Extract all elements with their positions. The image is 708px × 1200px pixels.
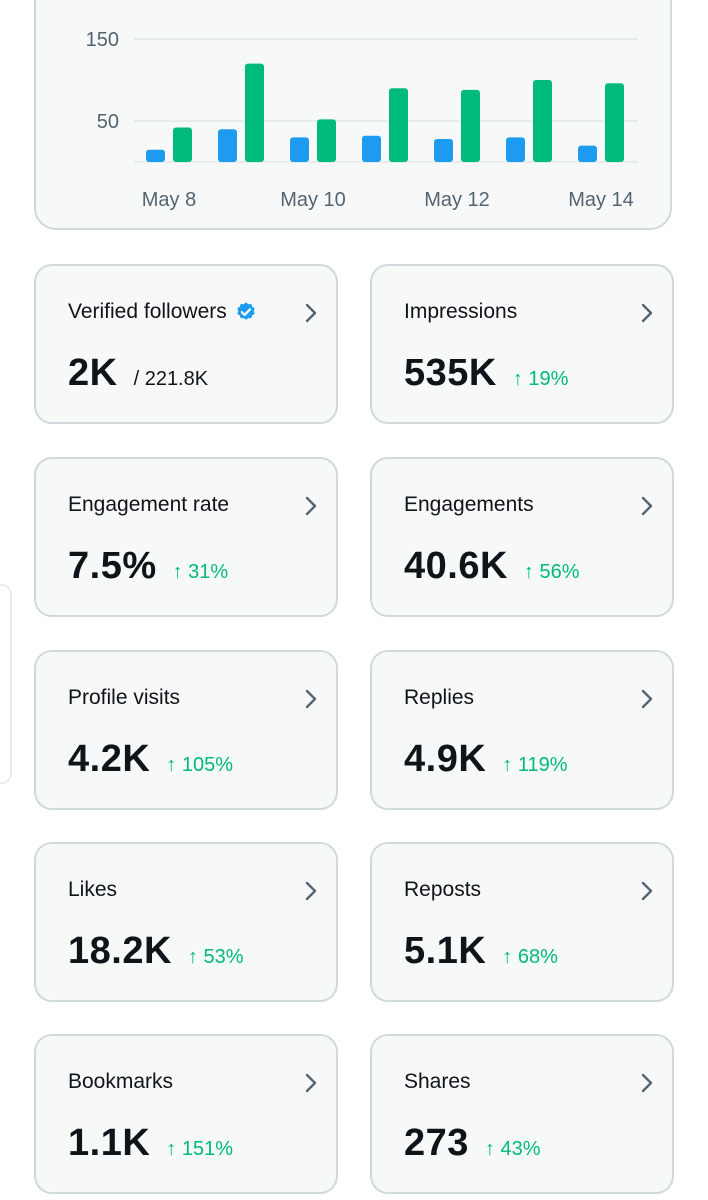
card-label: Engagements — [404, 493, 534, 516]
card-label: Likes — [68, 878, 118, 901]
card-change: ↑ 68% — [502, 946, 558, 968]
bar-blue-may-13[interactable] — [506, 137, 525, 162]
card-change: ↑ 19% — [512, 368, 569, 390]
card-value: 273 — [404, 1122, 469, 1164]
chevron-right-icon[interactable] — [638, 495, 656, 517]
card-replies[interactable]: Replies 4.9K ↑ 119% — [370, 650, 674, 810]
card-verified-followers[interactable]: Verified followers 2K / 221.8K — [34, 264, 338, 424]
card-value-row: 5.1K ↑ 68% — [404, 930, 558, 973]
bar-green-may-14[interactable] — [605, 83, 624, 162]
card-label: Bookmarks — [68, 1070, 174, 1093]
card-label: Replies — [404, 686, 475, 709]
card-change: ↑ 105% — [166, 754, 233, 776]
card-value-row: 2K / 221.8K — [68, 352, 208, 395]
card-label: Profile visits — [68, 686, 181, 709]
bar-blue-may-11[interactable] — [362, 135, 381, 162]
card-label: Impressions — [404, 300, 518, 323]
card-label: Engagement rate — [68, 493, 230, 516]
verified-badge-icon — [237, 302, 255, 320]
bar-green-may-10[interactable] — [317, 119, 336, 162]
card-total: / 221.8K — [133, 368, 209, 390]
card-value: 2K — [68, 352, 118, 394]
card-engagement-rate[interactable]: Engagement rate 7.5% ↑ 31% — [34, 457, 338, 617]
x-tick-label: May 8 — [142, 189, 196, 211]
activity-chart-card: 150 50 May 8 May 10 May 12 May 14 — [34, 0, 672, 230]
card-reposts[interactable]: Reposts 5.1K ↑ 68% — [370, 842, 674, 1002]
card-change: ↑ 31% — [172, 561, 229, 583]
card-label-wrap: Verified followers — [68, 300, 257, 324]
card-change: ↑ 151% — [166, 1138, 233, 1160]
chevron-right-icon[interactable] — [638, 302, 656, 324]
bar-blue-may-14[interactable] — [578, 145, 597, 162]
chevron-right-icon[interactable] — [302, 880, 320, 902]
card-label: Reposts — [404, 878, 482, 901]
card-value-row: 7.5% ↑ 31% — [68, 545, 228, 588]
card-value-row: 40.6K ↑ 56% — [404, 545, 580, 588]
card-value-row: 18.2K ↑ 53% — [68, 930, 244, 973]
bar-green-may-12[interactable] — [461, 89, 480, 162]
card-value-row: 4.2K ↑ 105% — [68, 738, 233, 781]
chevron-right-icon[interactable] — [302, 302, 320, 324]
card-value: 535K — [404, 352, 497, 394]
card-value: 1.1K — [68, 1122, 151, 1164]
bar-green-may-8[interactable] — [173, 127, 192, 162]
card-value: 18.2K — [68, 930, 172, 972]
x-tick-label: May 12 — [424, 189, 490, 211]
card-value: 5.1K — [404, 930, 487, 972]
activity-bar-chart: 150 50 May 8 May 10 May 12 May 14 — [86, 29, 638, 211]
card-value-row: 4.9K ↑ 119% — [404, 738, 568, 781]
card-shares[interactable]: Shares 273 ↑ 43% — [370, 1034, 674, 1194]
card-profile-visits[interactable]: Profile visits 4.2K ↑ 105% — [34, 650, 338, 810]
card-value-row: 1.1K ↑ 151% — [68, 1122, 233, 1165]
bar-blue-may-10[interactable] — [290, 137, 309, 162]
chevron-right-icon[interactable] — [638, 688, 656, 710]
bar-blue-may-12[interactable] — [434, 139, 453, 162]
card-value: 4.9K — [404, 738, 487, 780]
card-value-row: 535K ↑ 19% — [404, 352, 568, 395]
card-bookmarks[interactable]: Bookmarks 1.1K ↑ 151% — [34, 1034, 338, 1194]
bar-blue-may-9[interactable] — [218, 129, 237, 162]
card-label: Shares — [404, 1070, 471, 1093]
card-change: ↑ 53% — [187, 946, 244, 968]
card-change: ↑ 119% — [502, 754, 568, 776]
card-engagements[interactable]: Engagements 40.6K ↑ 56% — [370, 457, 674, 617]
y-tick-label: 150 — [86, 29, 119, 51]
card-change: ↑ 56% — [523, 561, 580, 583]
chevron-right-icon[interactable] — [638, 1072, 656, 1094]
bar-blue-may-8[interactable] — [146, 149, 165, 162]
x-tick-label: May 10 — [280, 189, 346, 211]
card-change: ↑ 43% — [484, 1138, 541, 1160]
card-value: 40.6K — [404, 545, 508, 587]
chevron-right-icon[interactable] — [302, 1072, 320, 1094]
card-likes[interactable]: Likes 18.2K ↑ 53% — [34, 842, 338, 1002]
card-value: 7.5% — [68, 545, 157, 587]
chevron-right-icon[interactable] — [638, 880, 656, 902]
bar-green-may-9[interactable] — [245, 63, 264, 162]
card-label: Verified followers — [68, 300, 227, 323]
bar-green-may-13[interactable] — [533, 80, 552, 162]
card-value: 4.2K — [68, 738, 151, 780]
card-value-row: 273 ↑ 43% — [404, 1122, 541, 1165]
y-tick-label: 50 — [97, 111, 119, 133]
side-edge-tab[interactable] — [0, 584, 12, 784]
chevron-right-icon[interactable] — [302, 688, 320, 710]
chevron-right-icon[interactable] — [302, 495, 320, 517]
bar-green-may-11[interactable] — [389, 88, 408, 162]
card-impressions[interactable]: Impressions 535K ↑ 19% — [370, 264, 674, 424]
x-tick-label: May 14 — [568, 189, 634, 211]
